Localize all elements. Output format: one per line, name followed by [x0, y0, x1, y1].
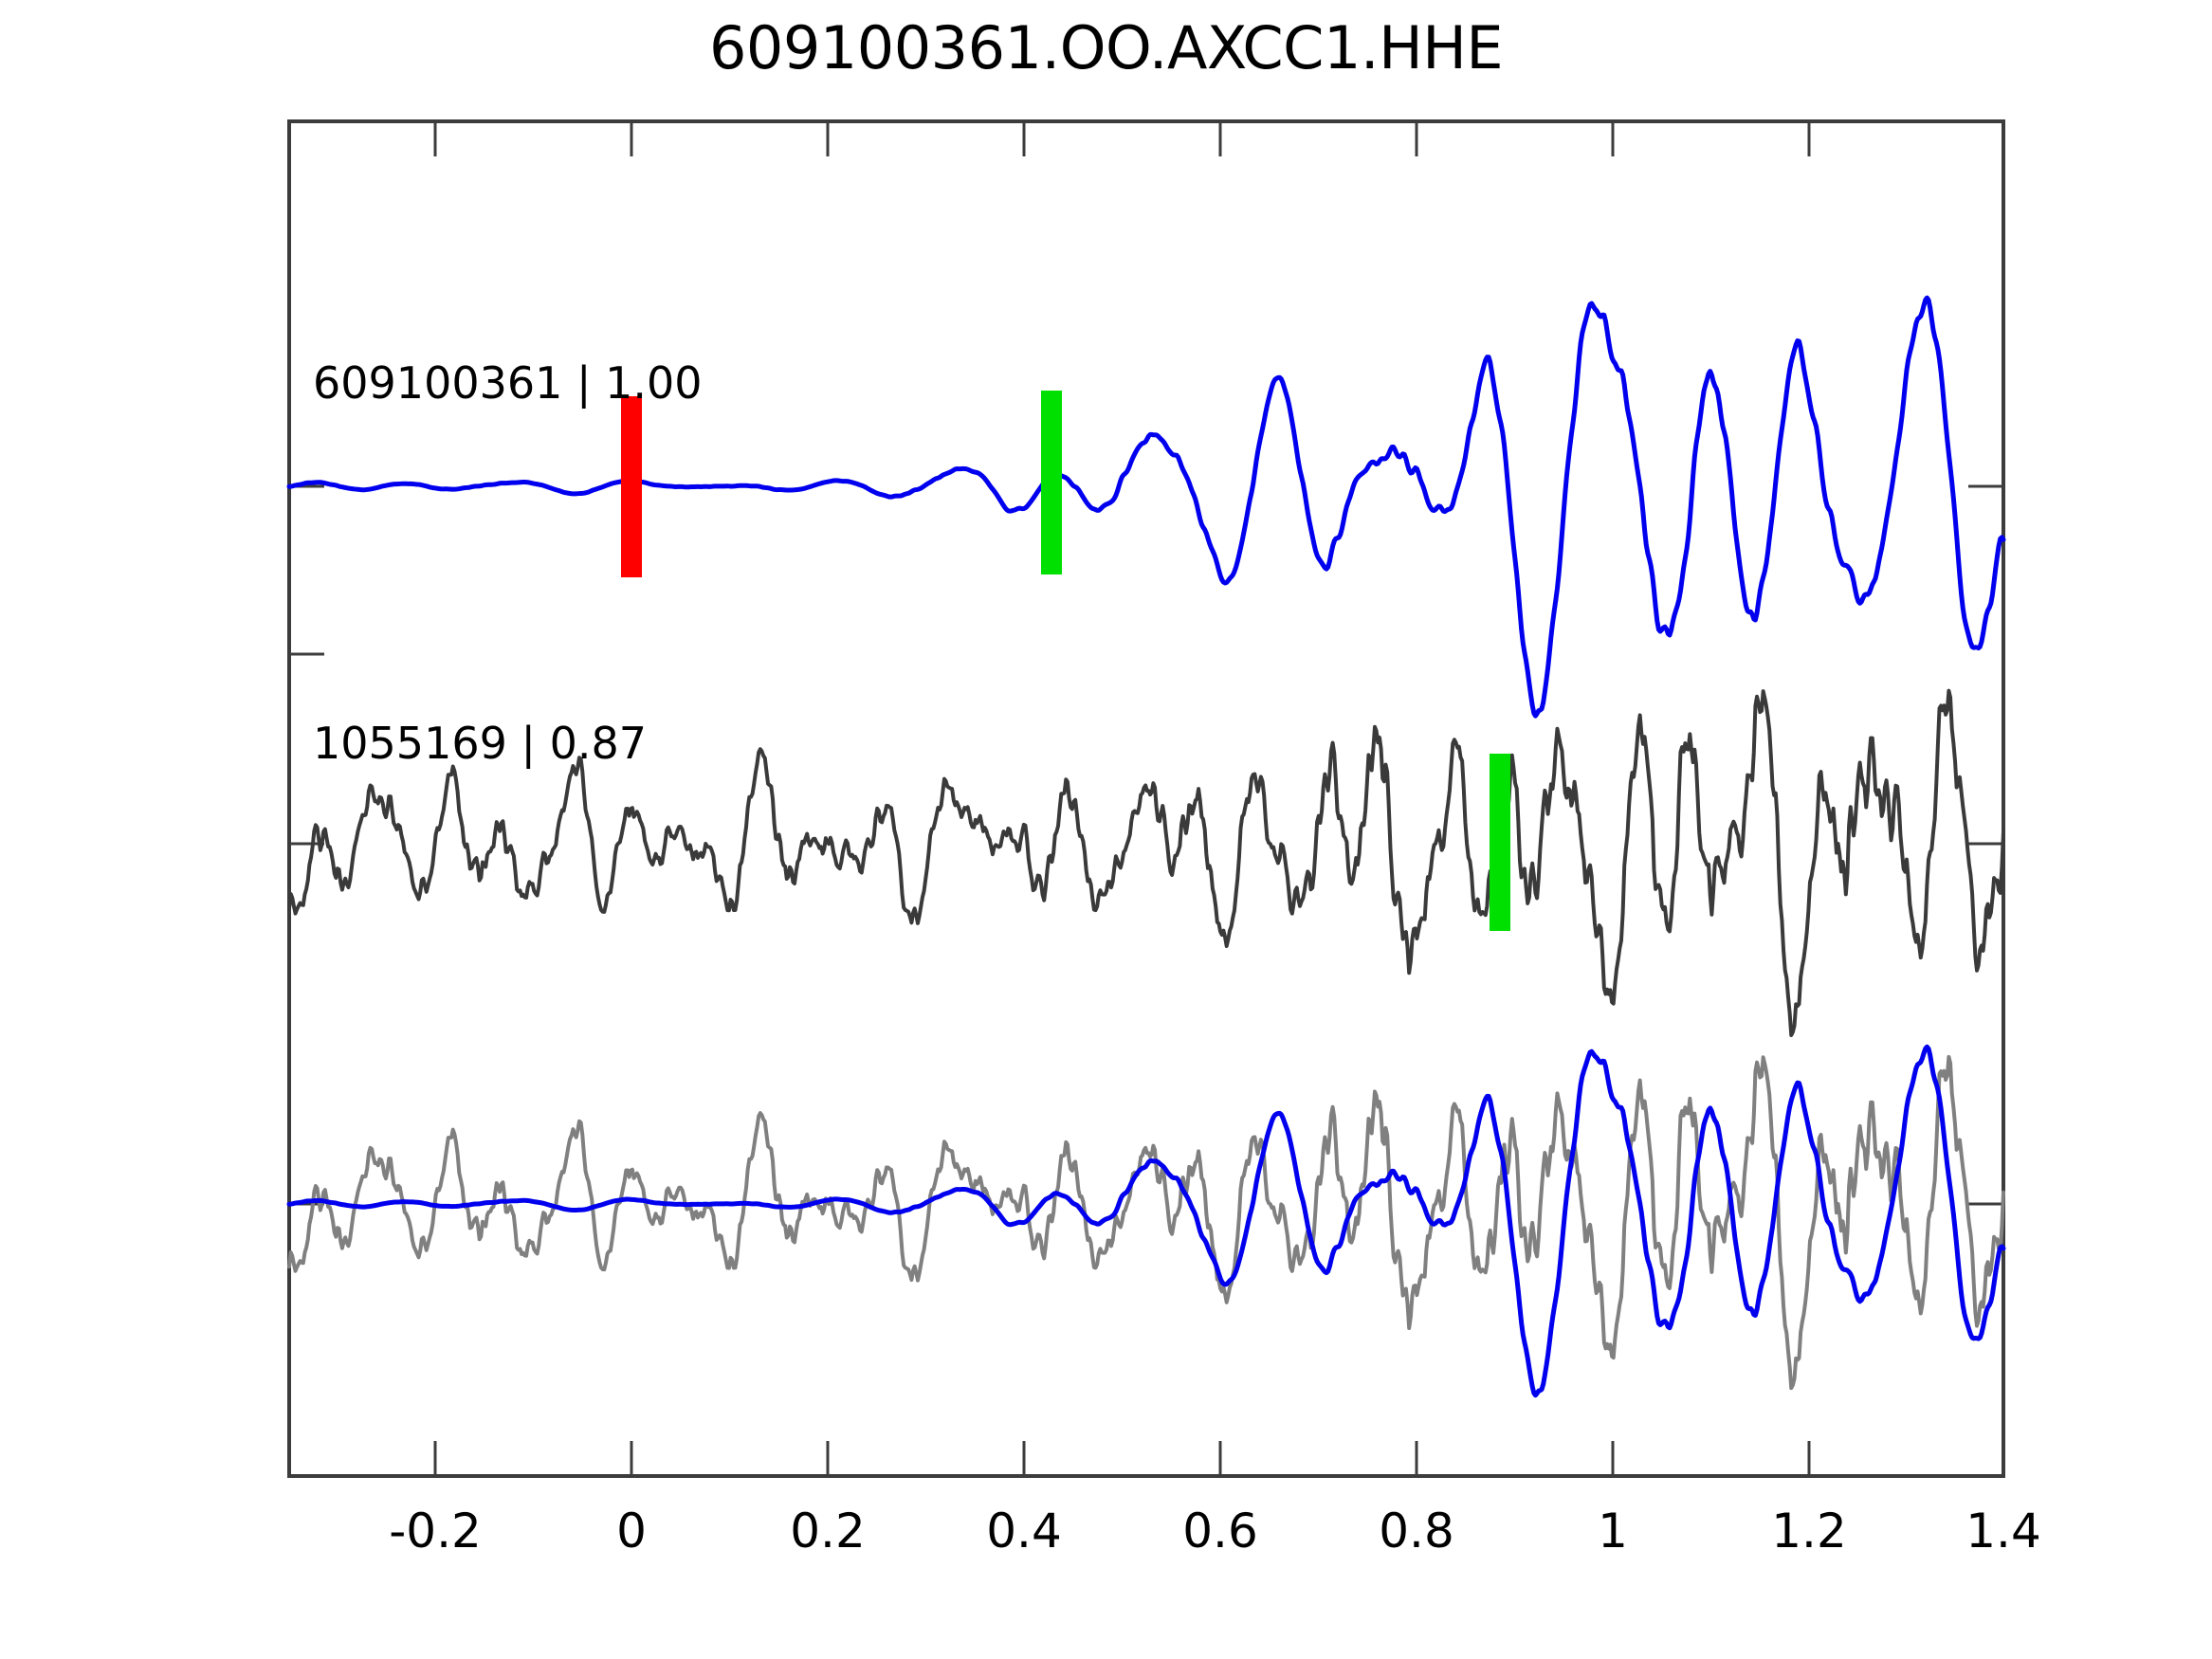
waveform-overlay-blue	[286, 1044, 2006, 1398]
waveform-template-blue	[286, 295, 2006, 719]
x-tick-label: 1	[1598, 1504, 1628, 1559]
x-tick-label: 0.4	[986, 1504, 1062, 1559]
pick-marker-red	[621, 396, 642, 577]
waveform-traces	[286, 295, 2006, 1398]
plot-frame	[287, 119, 2005, 1478]
x-axis-ticks-top	[433, 121, 1811, 156]
x-tick-label: -0.2	[389, 1504, 482, 1559]
event-markers	[621, 391, 1510, 931]
trace-label-secondary: 1055169 | 0.87	[313, 718, 647, 770]
x-tick-label: 0.2	[790, 1504, 866, 1559]
y-axis-ticks-right	[1968, 484, 2003, 1206]
waveform-match-dark	[287, 688, 2005, 1037]
x-tick-label: 1.2	[1771, 1504, 1847, 1559]
x-tick-label: 0	[616, 1504, 647, 1559]
x-tick-labels: -0.2 0 0.2 0.4 0.6 0.8 1 1.2 1.4	[389, 1504, 2041, 1559]
page-title: 609100361.OO.AXCC1.HHE	[708, 13, 1504, 82]
detection-marker-green-2	[1490, 754, 1510, 931]
trace-label-primary: 609100361 | 1.00	[313, 357, 703, 410]
detection-marker-green-1	[1041, 391, 1062, 574]
x-tick-label: 1.4	[1965, 1504, 2041, 1559]
x-tick-label: 0.8	[1379, 1504, 1454, 1559]
waveform-overlay-gray	[287, 1054, 2005, 1391]
x-tick-label: 0.6	[1182, 1504, 1258, 1559]
x-axis-ticks	[433, 1441, 2005, 1476]
